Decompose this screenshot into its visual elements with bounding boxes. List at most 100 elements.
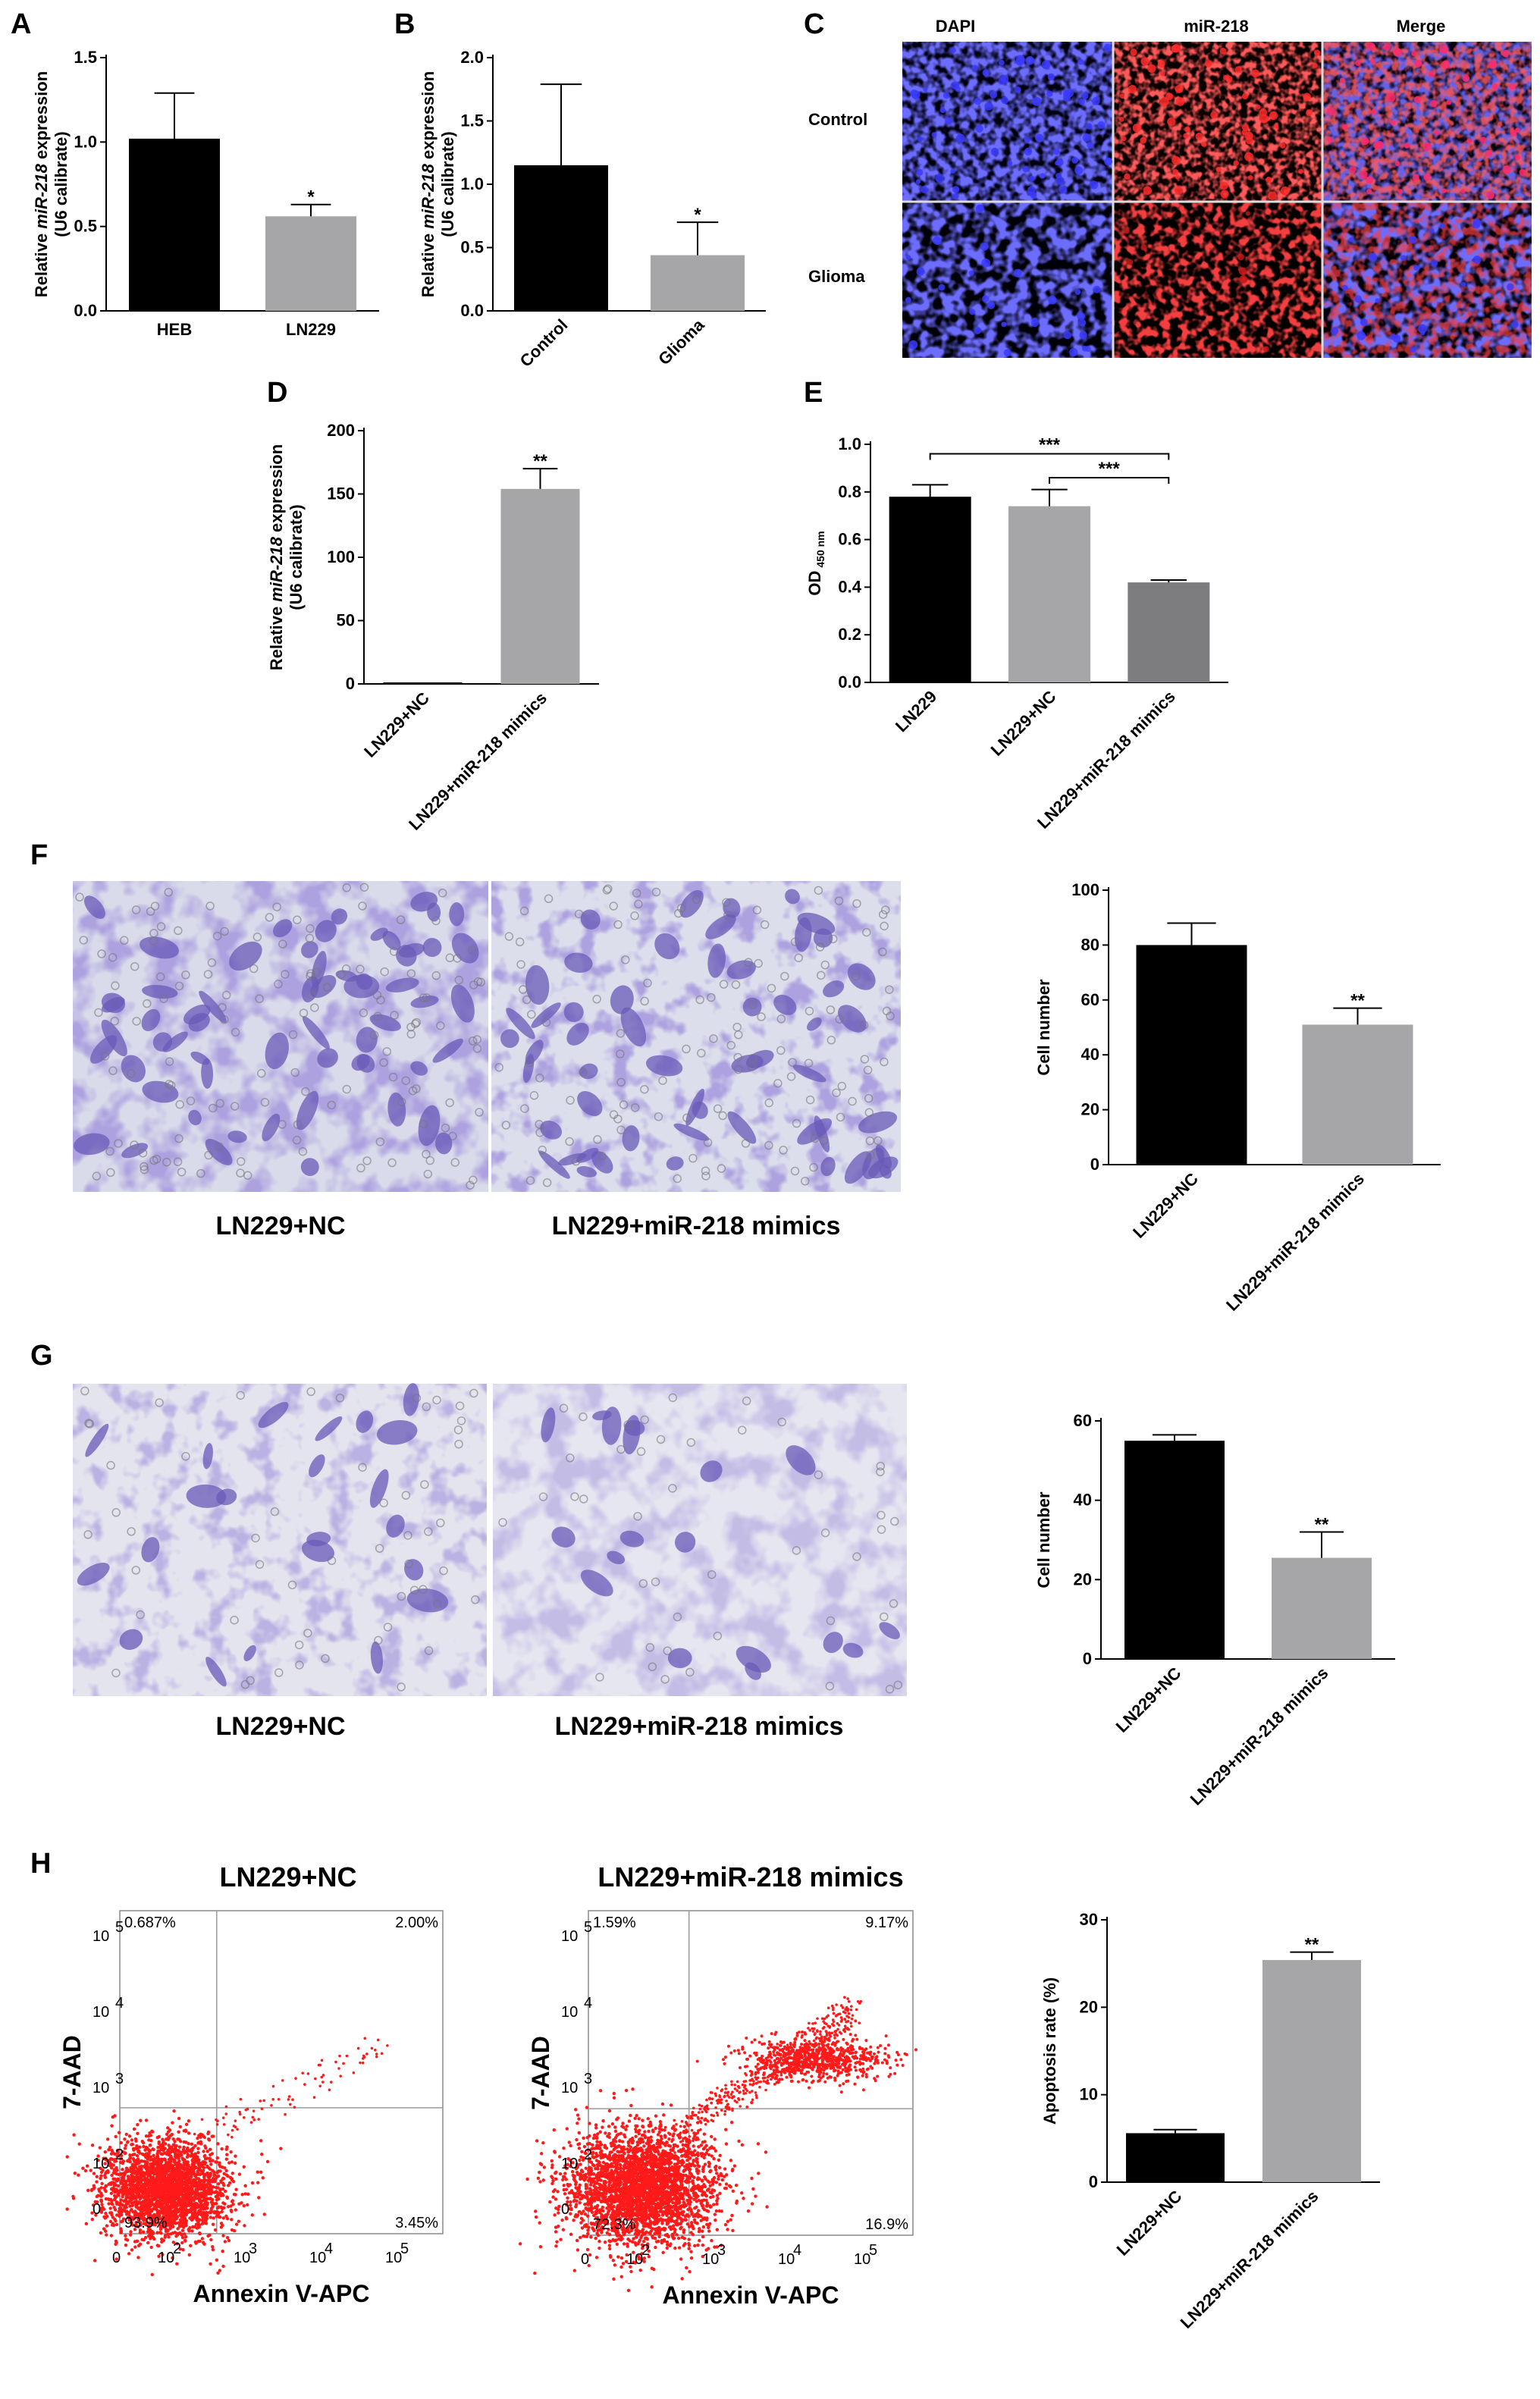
bracket-label-e-1: *** — [1099, 459, 1121, 479]
flow-x-tick-mimics: 10 — [854, 2251, 870, 2268]
y-tick-label-a: 0.0 — [74, 301, 97, 320]
bracket-label-e-0: *** — [1039, 435, 1061, 456]
chart-f: 0 20 40 60 80 100 Cell number LN229+NC ** LN229+m… — [1034, 880, 1441, 1315]
flow-title-mimics: LN229+miR-218 mimics — [597, 1861, 903, 1893]
significance-f-1: ** — [1350, 991, 1365, 1011]
y-tick-label-d: 150 — [327, 485, 355, 503]
flow-plot-mimics: LN229+miR-218 mimics 1.59% 9.17% 72.3% 16.9%… — [518, 1861, 918, 2309]
panel-c-row-glioma: Glioma — [808, 267, 865, 286]
panel-c-col-merge: Merge — [1397, 17, 1446, 36]
y-tick-label-d: 100 — [327, 547, 355, 566]
panel-g-micrographs: LN229+NC LN229+miR-218 mimics — [73, 1384, 907, 1741]
panel-label-c: C — [804, 8, 824, 40]
panel-c-col-dapi: DAPI — [936, 17, 976, 36]
flow-y-tick-mimics: 3 — [584, 2071, 592, 2087]
y-tick-label-e: 0.6 — [838, 530, 861, 549]
x-tick-label-f-1: LN229+miR-218 mimics — [1222, 1169, 1368, 1315]
caption-f-nc: LN229+NC — [215, 1212, 345, 1240]
flow-x-tick-mimics: 10 — [702, 2251, 719, 2268]
y-axis-label-e: OD450 nm — [805, 531, 826, 595]
flow-x-tick-mimics: 10 — [626, 2251, 643, 2268]
quadrant-ur-mimics: 9.17% — [865, 1914, 908, 1931]
flow-x-tick-nc: 3 — [249, 2241, 257, 2257]
flow-y-tick-nc: 5 — [115, 1919, 124, 1936]
y-tick-label-h: 10 — [1080, 2085, 1098, 2104]
flow-x-tick-mimics: 3 — [717, 2242, 726, 2259]
flow-x-tick-mimics: 4 — [793, 2242, 801, 2259]
flow-x-label-nc: Annexin V-APC — [193, 2280, 370, 2307]
x-tick-label-a-0: HEB — [157, 320, 192, 339]
y-tick-label-d: 0 — [346, 674, 355, 693]
flow-y-label-nc: 7-AAD — [58, 2035, 86, 2109]
micrograph-cells — [74, 42, 1526, 1694]
flow-x-tick-nc: 10 — [385, 2250, 402, 2266]
significance-g-1: ** — [1315, 1515, 1329, 1535]
flow-events-nc — [65, 2037, 389, 2277]
flow-x-tick-nc: 4 — [325, 2241, 333, 2257]
x-tick-label-e-2: LN229+miR-218 mimics — [1033, 687, 1179, 833]
x-tick-label-d-0: LN229+NC — [360, 688, 433, 761]
flow-y-tick-mimics: 10 — [561, 2156, 578, 2172]
panel-c-row-control: Control — [808, 110, 867, 129]
panel-c-grid: DAPI miR-218 Merge Control Glioma — [808, 17, 1532, 358]
bar-d-0 — [383, 682, 463, 684]
bar-a-0 — [129, 138, 220, 311]
y-tick-label-g: 0 — [1083, 1649, 1092, 1668]
bar-h-1 — [1262, 1960, 1361, 2182]
bar-e-1 — [1008, 506, 1090, 682]
flow-x-tick-nc: 10 — [309, 2250, 326, 2266]
bar-h-0 — [1126, 2133, 1225, 2182]
x-tick-label-e-0: LN229 — [892, 687, 940, 735]
flow-x-tick-nc: 5 — [400, 2241, 409, 2257]
x-tick-label-e-1: LN229+NC — [987, 687, 1060, 760]
significance-h-1: ** — [1305, 1935, 1319, 1955]
flow-events-mimics — [518, 1996, 918, 2293]
bar-f-1 — [1302, 1024, 1413, 1165]
y-tick-label-e: 0.0 — [838, 673, 861, 691]
flow-x-tick-mimics: 10 — [778, 2251, 795, 2268]
flow-x-tick-mimics: 2 — [641, 2242, 650, 2259]
flow-x-tick-nc: 10 — [158, 2250, 174, 2266]
panel-label-a: A — [11, 8, 31, 40]
y-tick-label-b: 0.5 — [460, 238, 484, 257]
chart-e: 0.0 0.2 0.4 0.6 0.8 1.0 OD450 nm LN229 LN229+NCL… — [805, 434, 1228, 833]
caption-g-nc: LN229+NC — [215, 1712, 345, 1741]
chart-g: 0 20 40 60 Cell number LN229+NC ** LN229+miR-21… — [1034, 1411, 1395, 1809]
flow-y-tick-mimics: 10 — [561, 2004, 578, 2021]
significance-b-1: * — [694, 205, 701, 225]
y-tick-label-d: 50 — [337, 611, 355, 630]
y-tick-label-b: 0.0 — [460, 301, 484, 320]
flow-y-tick-nc: 10 — [93, 2156, 109, 2172]
y-axis-label2-a: (U6 calibrate) — [52, 131, 71, 237]
flow-y-tick-nc: 0 — [93, 2201, 101, 2218]
y-axis-label-g: Cell number — [1034, 1491, 1053, 1588]
panel-label-e: E — [804, 377, 823, 409]
flow-x-tick-nc: 0 — [112, 2250, 121, 2266]
bar-g-0 — [1124, 1441, 1225, 1659]
flow-y-tick-nc: 10 — [93, 2004, 109, 2021]
y-tick-label-a: 1.5 — [74, 48, 97, 67]
flow-y-tick-mimics: 2 — [584, 2147, 592, 2163]
bar-d-1 — [500, 488, 580, 684]
x-tick-label-g-1: LN229+miR-218 mimics — [1187, 1664, 1332, 1809]
y-tick-label-b: 1.5 — [460, 111, 484, 130]
x-tick-label-h-1: LN229+miR-218 mimics — [1177, 2187, 1322, 2332]
flow-y-tick-mimics: 4 — [584, 1995, 592, 2012]
flow-plot-nc: LN229+NC0.687% 2.00%93.9% 3.45%0 1021031041… — [58, 1861, 444, 2307]
bracket-e-1 — [1049, 476, 1170, 484]
x-tick-label-d-1: LN229+miR-218 mimics — [405, 688, 550, 834]
y-axis-label2-d: (U6 calibrate) — [287, 504, 306, 610]
y-axis-label2-b: (U6 calibrate) — [438, 131, 457, 237]
y-tick-label-b: 2.0 — [460, 48, 484, 67]
y-tick-label-f: 100 — [1071, 880, 1099, 899]
quadrant-ul-nc: 0.687% — [124, 1914, 176, 1931]
chart-d: 0 50 100 150 200 Relative miR-218 expression(… — [267, 421, 599, 834]
x-tick-label-b-1: Glioma — [654, 315, 708, 368]
y-tick-label-g: 20 — [1074, 1570, 1092, 1588]
flow-x-tick-mimics: 5 — [869, 2242, 877, 2259]
significance-a-1: * — [307, 187, 315, 208]
y-tick-label-h: 30 — [1080, 1910, 1098, 1929]
flow-y-label-mimics: 7-AAD — [527, 2036, 554, 2110]
flow-y-tick-nc: 10 — [93, 2080, 109, 2096]
